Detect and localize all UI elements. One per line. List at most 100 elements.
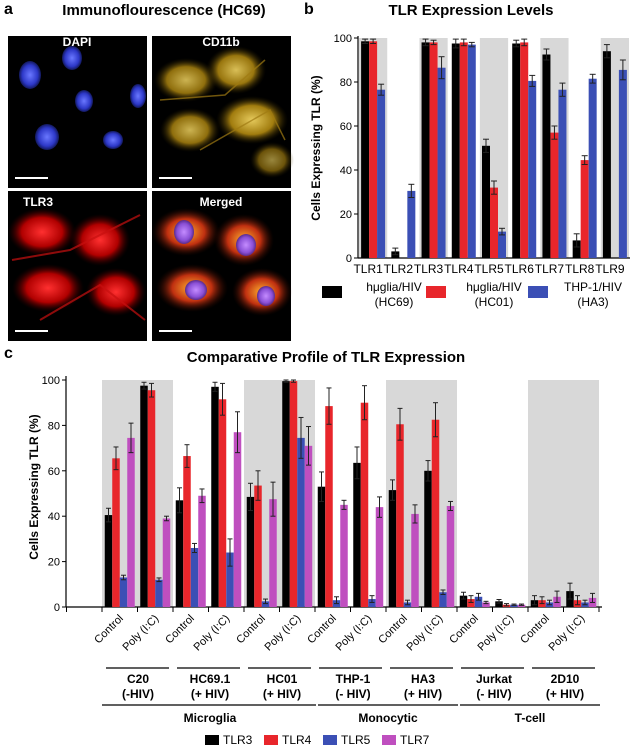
condition-label: Control <box>92 613 126 647</box>
bar <box>421 42 430 259</box>
y-tick-label: 20 <box>340 209 352 221</box>
legend-swatch <box>264 735 278 745</box>
bar <box>602 51 611 259</box>
bar <box>104 515 113 607</box>
x-tick-label: TLR9 <box>595 262 625 276</box>
bar <box>459 42 468 259</box>
group-label: Jurkat <box>476 672 512 686</box>
micrograph-label: Merged <box>200 195 243 209</box>
bar <box>431 419 440 607</box>
group-label: HC69.1 <box>190 672 231 686</box>
bar <box>437 67 446 258</box>
bar <box>388 490 397 607</box>
y-tick-label: 80 <box>48 420 60 432</box>
bar <box>140 385 148 607</box>
bar <box>353 462 361 607</box>
bar <box>282 381 290 607</box>
bar <box>550 132 559 258</box>
condition-label: Control <box>376 613 410 647</box>
micrograph-label: CD11b <box>202 35 239 49</box>
group-label: C20 <box>127 672 149 686</box>
bar <box>368 599 376 607</box>
x-tick-label: TLR7 <box>535 262 565 276</box>
y-tick-label: 20 <box>48 557 60 569</box>
chart-c-title: Comparative Profile of TLR Expression <box>187 349 465 366</box>
condition-label: Poly (I:C) <box>404 613 445 654</box>
category-label-microglia: Microglia <box>184 711 237 725</box>
nucleus <box>174 220 194 244</box>
chart-c-ylabel: Cells Expressing TLR (%) <box>27 414 41 559</box>
group-label: HA3 <box>411 672 435 686</box>
group-label-sub: (-HIV) <box>122 687 154 701</box>
bar <box>495 601 503 607</box>
legend-item-hc69: hμglia/HIV (HC69) <box>322 280 422 309</box>
legend-swatch <box>426 286 446 298</box>
x-tick-label: TLR8 <box>565 262 595 276</box>
bar <box>411 513 419 607</box>
x-tick-label: TLR2 <box>384 262 414 276</box>
bar <box>317 486 326 607</box>
condition-label: Control <box>518 613 552 647</box>
bar <box>459 595 468 607</box>
bar <box>446 505 455 607</box>
legend-label: TLR5 <box>341 733 371 747</box>
bar <box>407 190 416 258</box>
micrograph-tlr3: TLR3 <box>8 191 147 341</box>
bar <box>325 406 333 607</box>
bar <box>246 496 255 607</box>
y-tick-label: 40 <box>48 511 60 523</box>
chart-b-plot: 0 20 40 60 80 100 TLR1 TLR2 TLR3 TLR4 TLR5 TLR6 TLR7… <box>334 33 630 276</box>
bar <box>112 458 120 607</box>
group-label: HC01 <box>267 672 298 686</box>
legend-item-ha3: THP-1/HIV (HA3) <box>528 280 622 309</box>
x-tick-label: TLR3 <box>414 262 444 276</box>
cell <box>86 268 146 316</box>
bar <box>572 240 581 258</box>
bar <box>451 43 460 258</box>
bar <box>429 42 438 259</box>
bar <box>520 42 529 259</box>
bar <box>482 145 490 258</box>
legend-label: THP-1/HIV <box>564 280 622 294</box>
bar <box>542 54 551 258</box>
bar <box>119 577 128 607</box>
cell <box>154 58 218 102</box>
panel-a-title: Immunoflourescence (HC69) <box>62 2 265 19</box>
panel-b-letter: b <box>304 1 314 18</box>
chart-c-category-labels: Microglia Monocytic T-cell <box>102 704 600 725</box>
y-tick-label: 0 <box>346 253 352 265</box>
bar <box>498 231 506 258</box>
bar <box>474 596 483 607</box>
y-tick-label: 60 <box>48 466 60 478</box>
bar <box>175 500 184 607</box>
bar <box>396 424 404 607</box>
nucleus <box>130 84 146 108</box>
bar <box>340 504 348 607</box>
category-label-monocytic: Monocytic <box>358 711 418 725</box>
nucleus <box>75 90 93 112</box>
legend-label: TLR3 <box>223 733 253 747</box>
bar <box>226 552 234 607</box>
cell <box>12 264 84 312</box>
group-label-sub: (- HIV) <box>476 687 511 701</box>
micrograph-dapi: DAPI <box>8 35 147 188</box>
legend-label-sub: (HA3) <box>577 295 608 309</box>
group-label-sub: (+ HIV) <box>546 687 584 701</box>
condition-label: Control <box>305 613 339 647</box>
x-tick-label: TLR1 <box>353 262 383 276</box>
nucleus <box>257 286 275 306</box>
cell <box>8 208 76 256</box>
condition-label: Poly (I:C) <box>191 613 232 654</box>
bar <box>269 499 277 607</box>
legend-label: TLR4 <box>282 733 312 747</box>
bar <box>424 470 432 607</box>
condition-label: Control <box>163 613 197 647</box>
condition-label: Poly (I:C) <box>333 613 374 654</box>
bar <box>297 437 305 607</box>
y-tick-label: 100 <box>42 375 60 387</box>
chart-c-legend: TLR3 TLR4 TLR5 TLR7 <box>205 733 430 747</box>
bar <box>439 592 447 607</box>
cell <box>206 46 266 94</box>
